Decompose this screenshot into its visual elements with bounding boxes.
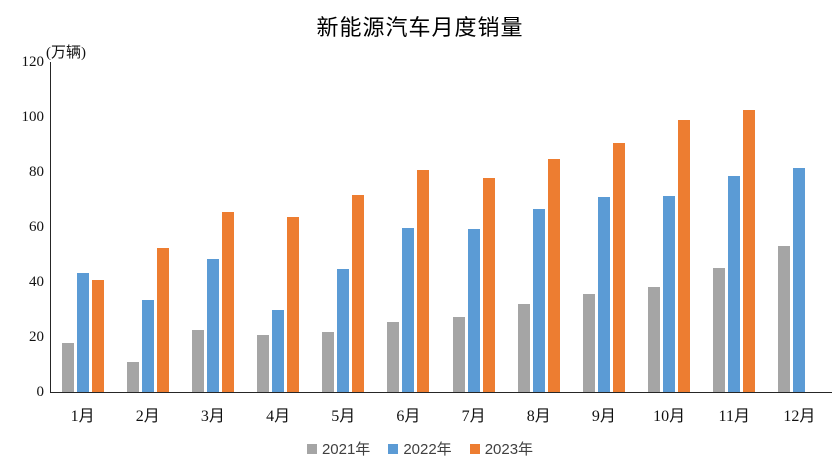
x-tick-label: 2月 <box>135 408 160 425</box>
bar-2021年-12月 <box>778 245 791 392</box>
bar-2022年-8月 <box>532 208 545 392</box>
bar-2022年-12月 <box>793 168 806 392</box>
bar-2023年-4月 <box>287 217 300 392</box>
chart-title: 新能源汽车月度销量 <box>316 15 524 40</box>
x-tick-label: 12月 <box>783 408 816 425</box>
x-tick-label: 6月 <box>396 408 421 425</box>
bar-2021年-2月 <box>126 361 139 392</box>
bar-2022年-9月 <box>597 197 610 392</box>
x-tick-label: 5月 <box>331 408 356 425</box>
bar-2023年-10月 <box>678 119 691 392</box>
bar-2021年-9月 <box>582 293 595 392</box>
bar-2023年-3月 <box>221 212 234 392</box>
bar-2023年-5月 <box>352 194 365 392</box>
bar-2021年-5月 <box>322 332 335 392</box>
bar-2023年-11月 <box>743 109 756 392</box>
bar-2021年-1月 <box>61 342 74 392</box>
bar-2023年-8月 <box>547 159 560 392</box>
x-tick-label: 9月 <box>591 408 616 425</box>
x-axis-line <box>50 392 832 393</box>
y-axis-unit-label: (万辆) <box>46 45 86 61</box>
bar-2021年-3月 <box>191 329 204 392</box>
bar-2021年-7月 <box>452 317 465 392</box>
y-tick-label: 40 <box>29 274 44 290</box>
y-tick-label: 60 <box>29 219 44 235</box>
x-tick-label: 8月 <box>526 408 551 425</box>
x-tick-label: 3月 <box>200 408 225 425</box>
legend-swatch-icon <box>388 443 399 454</box>
legend-swatch-icon <box>469 443 480 454</box>
bar-2023年-6月 <box>417 170 430 392</box>
bar-2021年-10月 <box>648 286 661 392</box>
legend-label: 2022年 <box>403 441 452 458</box>
legend-item-2022年: 2022年 <box>388 438 452 459</box>
bar-2022年-10月 <box>663 195 676 392</box>
bar-2021年-6月 <box>387 321 400 392</box>
y-tick-label: 120 <box>21 54 45 70</box>
legend-label: 2021年 <box>321 441 371 458</box>
x-tick-label: 11月 <box>718 408 750 425</box>
bar-2023年-1月 <box>91 279 104 392</box>
legend-label: 2023年 <box>484 441 534 458</box>
x-tick-label: 7月 <box>461 408 486 425</box>
y-tick-label: 80 <box>29 164 44 180</box>
bar-2021年-8月 <box>517 303 530 392</box>
legend-item-2023年: 2023年 <box>469 438 534 459</box>
bar-2023年-2月 <box>156 247 169 392</box>
bar-2021年-4月 <box>257 335 270 392</box>
bar-2022年-1月 <box>76 273 89 392</box>
x-tick-label: 10月 <box>653 408 686 425</box>
bar-2022年-2月 <box>141 300 154 392</box>
x-tick-label: 1月 <box>70 408 95 425</box>
bar-2022年-5月 <box>337 269 350 392</box>
y-tick-label: 100 <box>21 109 45 125</box>
bar-2021年-11月 <box>713 268 726 392</box>
bar-2022年-6月 <box>402 228 415 392</box>
bar-2022年-7月 <box>467 228 480 392</box>
bar-2023年-7月 <box>482 177 495 392</box>
bar-2022年-3月 <box>206 258 219 392</box>
legend-swatch-icon <box>306 443 317 454</box>
bar-2022年-4月 <box>272 309 285 392</box>
y-tick-label: 0 <box>36 384 45 400</box>
legend-item-2021年: 2021年 <box>306 438 371 459</box>
bar-2023年-9月 <box>612 143 625 392</box>
x-tick-label: 4月 <box>266 408 291 425</box>
bar-2022年-11月 <box>728 175 741 392</box>
y-tick-label: 20 <box>29 329 44 345</box>
y-axis-line <box>50 62 51 392</box>
chart-legend: 2021年 2022年 2023年 <box>0 438 840 459</box>
